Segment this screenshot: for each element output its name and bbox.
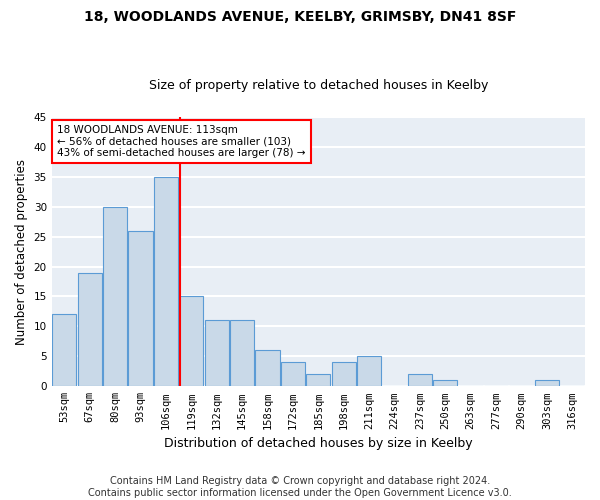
Bar (281, 362, 305, 386)
Bar (103, 206, 127, 386)
Text: 18, WOODLANDS AVENUE, KEELBY, GRIMSBY, DN41 8SF: 18, WOODLANDS AVENUE, KEELBY, GRIMSBY, D… (84, 10, 516, 24)
Bar (77, 272, 102, 386)
Bar (332, 362, 356, 386)
Y-axis label: Number of detached properties: Number of detached properties (15, 158, 28, 344)
Text: Contains HM Land Registry data © Crown copyright and database right 2024.
Contai: Contains HM Land Registry data © Crown c… (88, 476, 512, 498)
Title: Size of property relative to detached houses in Keelby: Size of property relative to detached ho… (149, 79, 488, 92)
Bar (256, 350, 280, 386)
Bar (128, 230, 152, 386)
Bar (306, 374, 331, 386)
Bar (179, 296, 203, 386)
Bar (408, 374, 432, 386)
Bar (154, 176, 178, 386)
Bar (433, 380, 457, 386)
Bar (205, 320, 229, 386)
Bar (230, 320, 254, 386)
X-axis label: Distribution of detached houses by size in Keelby: Distribution of detached houses by size … (164, 437, 473, 450)
Bar (357, 356, 381, 386)
Text: 18 WOODLANDS AVENUE: 113sqm
← 56% of detached houses are smaller (103)
43% of se: 18 WOODLANDS AVENUE: 113sqm ← 56% of det… (57, 125, 305, 158)
Bar (52, 314, 76, 386)
Bar (535, 380, 559, 386)
